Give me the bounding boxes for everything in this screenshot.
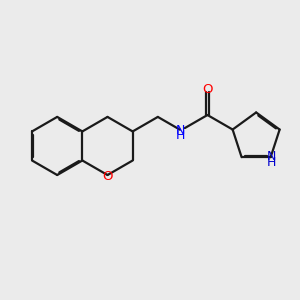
Text: O: O [102, 170, 112, 183]
Text: N: N [267, 150, 276, 163]
Text: H: H [176, 129, 185, 142]
Text: O: O [202, 83, 213, 96]
Text: N: N [176, 124, 185, 136]
Text: H: H [267, 156, 276, 169]
